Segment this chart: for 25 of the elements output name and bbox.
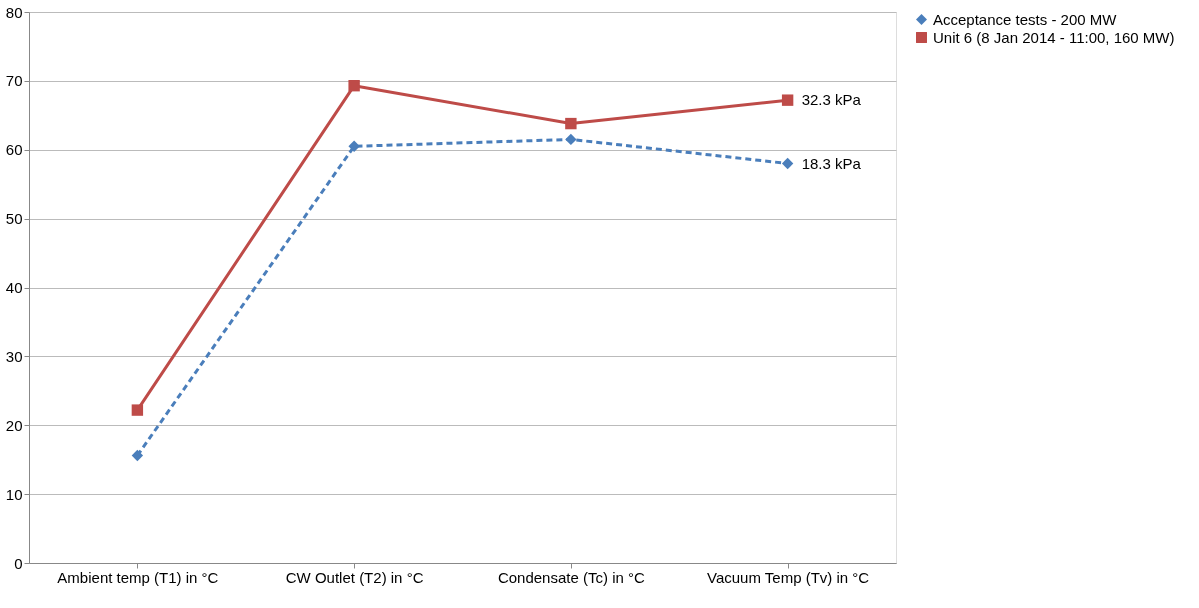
legend-label: Acceptance tests - 200 MW bbox=[933, 10, 1118, 28]
y-tick-label: 20 bbox=[5, 416, 23, 434]
legend-label: Unit 6 (8 Jan 2014 - 11:00, 160 MW) bbox=[933, 28, 1175, 46]
point bbox=[565, 133, 577, 146]
y-tick-label: 0 bbox=[14, 554, 23, 572]
point bbox=[131, 449, 144, 462]
point bbox=[565, 117, 577, 130]
point bbox=[348, 140, 360, 153]
point bbox=[348, 80, 360, 92]
x-tick-label: Ambient temp (T1) in °C bbox=[57, 568, 219, 586]
x-tick-label: CW Outlet (T2) in °C bbox=[285, 568, 424, 586]
y-tick-label: 30 bbox=[5, 347, 23, 365]
annotation: 18.3 kPa bbox=[801, 154, 862, 172]
y-tick-label: 70 bbox=[5, 72, 23, 90]
y-tick-label: 40 bbox=[5, 279, 23, 296]
point bbox=[781, 94, 794, 106]
annotation: 32.3 kPa bbox=[801, 91, 862, 109]
y-tick-label: 60 bbox=[5, 141, 23, 159]
y-tick-label: 50 bbox=[5, 210, 23, 228]
y-tick-label: 10 bbox=[5, 485, 23, 503]
point bbox=[131, 404, 144, 416]
point bbox=[781, 157, 794, 170]
x-tick-label: Condensate (Tc) in °C bbox=[497, 568, 645, 586]
y-tick-label: 80 bbox=[5, 3, 23, 21]
x-tick-label: Vacuum Temp (Tv) in °C bbox=[707, 568, 870, 586]
